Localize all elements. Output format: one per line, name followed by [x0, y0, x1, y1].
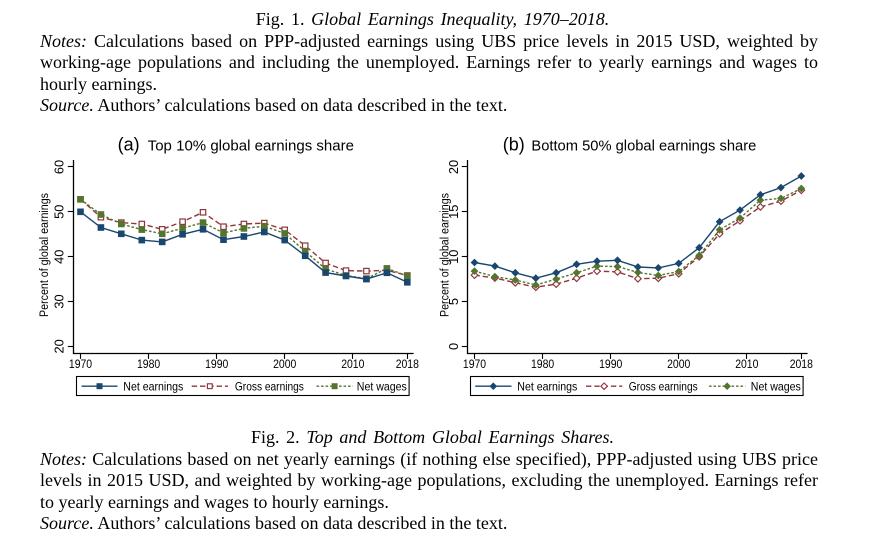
svg-text:10: 10 — [446, 250, 461, 264]
svg-text:2018: 2018 — [396, 357, 419, 371]
svg-text:20: 20 — [52, 339, 67, 353]
svg-text:2000: 2000 — [273, 357, 296, 371]
svg-text:2010: 2010 — [735, 357, 758, 371]
svg-text:40: 40 — [52, 250, 67, 264]
svg-text:Net earnings: Net earnings — [517, 380, 577, 394]
svg-text:Gross earnings: Gross earnings — [235, 380, 304, 394]
svg-text:(b): (b) — [503, 135, 525, 155]
svg-text:1970: 1970 — [463, 357, 486, 371]
svg-text:1970: 1970 — [69, 357, 92, 371]
svg-text:(a): (a) — [118, 135, 140, 155]
svg-text:2000: 2000 — [667, 357, 690, 371]
svg-text:Gross earnings: Gross earnings — [629, 380, 698, 394]
svg-text:Top 10% global earnings share: Top 10% global earnings share — [148, 137, 354, 154]
svg-text:1980: 1980 — [531, 357, 554, 371]
svg-text:2018: 2018 — [790, 357, 813, 371]
svg-text:15: 15 — [446, 205, 461, 219]
svg-text:1990: 1990 — [599, 357, 622, 371]
svg-text:50: 50 — [52, 205, 67, 219]
svg-text:Bottom 50% global earnings sha: Bottom 50% global earnings share — [531, 137, 756, 154]
svg-text:60: 60 — [52, 160, 67, 174]
svg-text:Net wages: Net wages — [357, 380, 407, 394]
svg-text:Percent of global earnings: Percent of global earnings — [37, 193, 51, 317]
svg-text:30: 30 — [52, 294, 67, 308]
svg-text:Net earnings: Net earnings — [123, 380, 183, 394]
svg-text:5: 5 — [446, 298, 461, 305]
svg-text:Net wages: Net wages — [751, 380, 801, 394]
svg-text:1980: 1980 — [137, 357, 160, 371]
svg-text:0: 0 — [446, 343, 461, 350]
svg-text:2010: 2010 — [341, 357, 364, 371]
svg-text:1990: 1990 — [205, 357, 228, 371]
svg-text:20: 20 — [446, 160, 461, 174]
svg-text:Percent of global earnings: Percent of global earnings — [438, 193, 452, 317]
